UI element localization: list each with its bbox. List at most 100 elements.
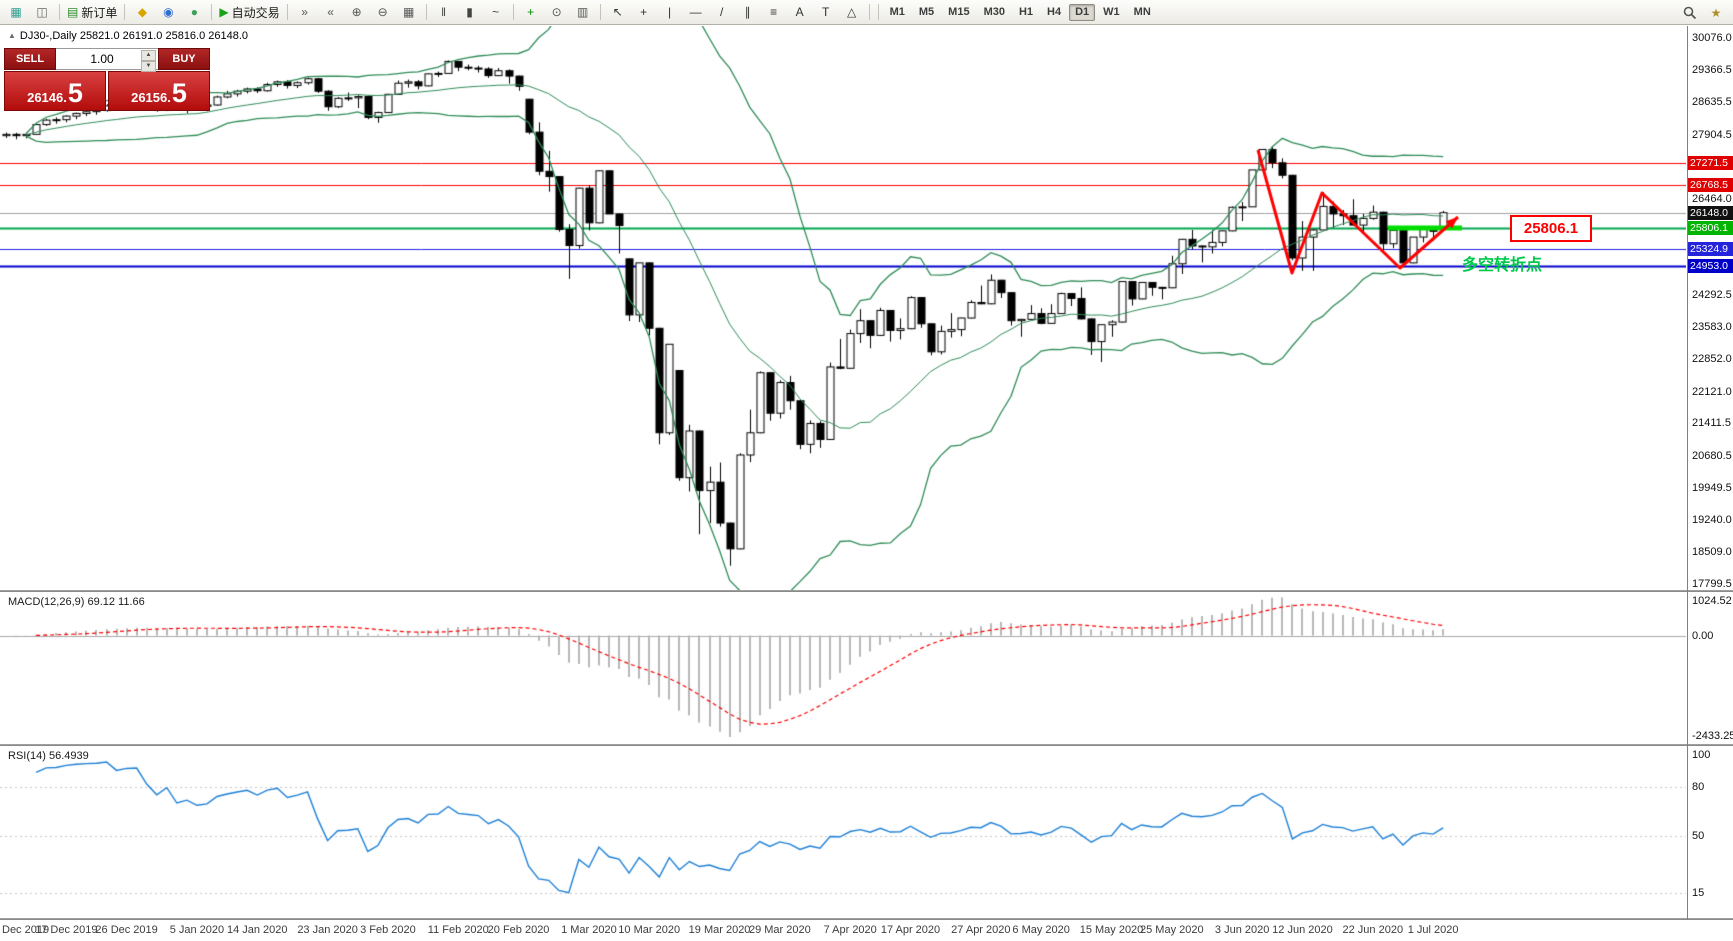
vertical-line-icon[interactable]: | xyxy=(668,5,672,19)
autotrading-button[interactable]: ▶ 自动交易 xyxy=(219,5,280,20)
price-axis-tick: 19240.0 xyxy=(1692,513,1732,526)
toolbar-separator xyxy=(599,4,601,20)
one-click-collapse-arrow[interactable]: ▲ xyxy=(8,31,16,40)
ohlc-text: DJ30-,Daily 25821.0 26191.0 25816.0 2614… xyxy=(19,30,249,42)
time-axis-label: Dec 2019 xyxy=(2,924,50,936)
periods-icon[interactable]: ⊙ xyxy=(551,5,562,19)
price-line-label: 27271.5 xyxy=(1688,155,1733,170)
macd-axis-min: -2433.25 xyxy=(1692,730,1733,742)
zoom-in-icon[interactable]: ⊕ xyxy=(351,5,362,19)
market-watch-icon[interactable]: ◉ xyxy=(163,5,174,19)
time-axis-label: 25 May 2020 xyxy=(1139,924,1204,936)
auto-scroll-icon[interactable]: « xyxy=(327,5,334,19)
time-axis-label: 23 Jan 2020 xyxy=(297,924,358,936)
price-axis-tick: 22852.0 xyxy=(1692,353,1732,366)
panel-splitter[interactable] xyxy=(0,590,1733,592)
price-axis-tick: 18509.0 xyxy=(1692,546,1732,559)
trendline-icon[interactable]: / xyxy=(719,5,724,19)
volume-down-button[interactable]: ▼ xyxy=(141,61,156,72)
price-axis-tick: 22121.0 xyxy=(1692,385,1732,398)
favorites-icon[interactable]: ★ xyxy=(1710,6,1722,20)
channel-icon[interactable]: ∥ xyxy=(744,5,751,19)
price-axis-tick: 20680.5 xyxy=(1692,449,1732,462)
price-line-label: 26768.5 xyxy=(1688,178,1733,193)
timeframe-m30[interactable]: M30 xyxy=(983,5,1005,18)
metaeditor-icon[interactable]: ◆ xyxy=(137,5,147,19)
timeframe-w1[interactable]: W1 xyxy=(1103,5,1120,18)
timeframe-d1[interactable]: D1 xyxy=(1069,3,1096,21)
price-axis-tick: 23583.0 xyxy=(1692,320,1732,333)
new-order-button[interactable]: ▤ 新订单 xyxy=(67,5,118,20)
price-axis-tick: 21411.5 xyxy=(1692,417,1731,430)
toolbar-separator xyxy=(425,4,427,20)
rsi-axis-level: 100 xyxy=(1692,749,1711,762)
turning-point-note[interactable]: 多空转折点 xyxy=(1462,257,1543,274)
time-axis-label: 11 Feb 2020 xyxy=(427,924,489,936)
time-axis-label: 3 Jun 2020 xyxy=(1214,924,1270,936)
price-line-label: 25324.9 xyxy=(1688,242,1733,257)
timeframe-m15[interactable]: M15 xyxy=(948,5,970,18)
one-click-trading-panel: SELL ▲ ▼ BUY 26146.5 26156.5 xyxy=(4,48,210,111)
toolbar-items: ▦ ◫ ▤ 新订单 ◆ ◉ ● ▶ 自动交易 » « ⊕ ⊖ ▦ ‖ ▮ ~ + ⊙ ▥ ↖ + | — / ∥ ≡ A T △ M1 M5 M… xyxy=(3,0,1158,24)
tile-windows-icon[interactable]: ▦ xyxy=(402,5,415,19)
time-axis-label: 17 Dec 2019 xyxy=(35,924,98,936)
macd-indicator-label: MACD(12,26,9) 69.12 11.66 xyxy=(8,596,145,608)
volume-up-button[interactable]: ▲ xyxy=(141,50,156,61)
time-axis-label: 10 Mar 2020 xyxy=(618,924,681,936)
navigator-icon[interactable]: ● xyxy=(190,5,198,19)
new-chart-icon[interactable]: ▦ xyxy=(10,5,22,19)
chart-shift-icon[interactable]: » xyxy=(301,5,308,19)
panel-splitter[interactable] xyxy=(0,744,1733,746)
cursor-icon[interactable]: ↖ xyxy=(612,5,623,19)
timeframe-h1[interactable]: H1 xyxy=(1018,5,1034,18)
toolbar-separator xyxy=(868,4,870,20)
price-line-label: 24953.0 xyxy=(1688,258,1733,273)
price-axis-tick: 24292.5 xyxy=(1692,289,1732,302)
label-icon[interactable]: T xyxy=(821,5,830,19)
price-axis-border xyxy=(1687,26,1688,920)
toolbar-separator xyxy=(286,4,288,20)
crosshair-icon[interactable]: + xyxy=(640,5,648,19)
indicators-icon[interactable]: + xyxy=(527,5,535,19)
sell-price[interactable]: 26146. 5 xyxy=(4,71,106,111)
toolbar-right: ★ xyxy=(1677,2,1729,24)
macd-axis-max: 1024.52 xyxy=(1692,595,1732,607)
search-icon[interactable] xyxy=(1677,2,1703,24)
rsi-axis-level: 15 xyxy=(1692,886,1705,899)
time-axis-label: 14 Jan 2020 xyxy=(226,924,288,936)
shapes-icon[interactable]: △ xyxy=(846,5,857,19)
macd-panel-canvas[interactable] xyxy=(0,593,1686,743)
time-axis-label: 7 Apr 2020 xyxy=(823,924,877,936)
macd-axis-zero: 0.00 xyxy=(1692,629,1714,642)
sell-button[interactable]: SELL xyxy=(4,48,56,70)
time-axis-label: 22 Jun 2020 xyxy=(1342,924,1404,936)
time-axis-label: 6 May 2020 xyxy=(1012,924,1070,936)
time-axis-border xyxy=(0,918,1733,920)
line-chart-icon[interactable]: ~ xyxy=(492,5,500,19)
bar-chart-icon[interactable]: ‖ xyxy=(441,5,447,19)
zoom-out-icon[interactable]: ⊖ xyxy=(377,5,388,19)
time-axis-label: 3 Feb 2020 xyxy=(360,924,416,936)
horizontal-line-icon[interactable]: — xyxy=(689,5,702,19)
main-chart-canvas[interactable] xyxy=(0,26,1686,590)
timeframe-m1[interactable]: M1 xyxy=(889,5,905,18)
fibonacci-icon[interactable]: ≡ xyxy=(770,5,778,19)
rsi-panel-canvas[interactable] xyxy=(0,747,1686,917)
price-axis-tick: 17799.5 xyxy=(1692,578,1732,591)
buy-price[interactable]: 26156. 5 xyxy=(108,71,210,111)
volume-input[interactable] xyxy=(64,51,140,67)
buy-button[interactable]: BUY xyxy=(158,48,210,70)
timeframe-m5[interactable]: M5 xyxy=(918,5,935,18)
rsi-axis-level: 50 xyxy=(1692,830,1705,843)
timeframe-mn[interactable]: MN xyxy=(1133,5,1151,18)
templates-icon[interactable]: ▥ xyxy=(576,5,589,19)
candlestick-chart-icon[interactable]: ▮ xyxy=(466,5,473,19)
timeframe-h4[interactable]: H4 xyxy=(1047,5,1062,18)
text-icon[interactable]: A xyxy=(795,5,804,19)
time-axis-label: 17 Apr 2020 xyxy=(880,924,941,936)
time-axis-label: 15 May 2020 xyxy=(1079,924,1144,936)
time-axis-label: 5 Jan 2020 xyxy=(169,924,225,936)
profiles-icon[interactable]: ◫ xyxy=(36,5,48,19)
price-callout[interactable]: 25806.1 xyxy=(1510,215,1592,242)
